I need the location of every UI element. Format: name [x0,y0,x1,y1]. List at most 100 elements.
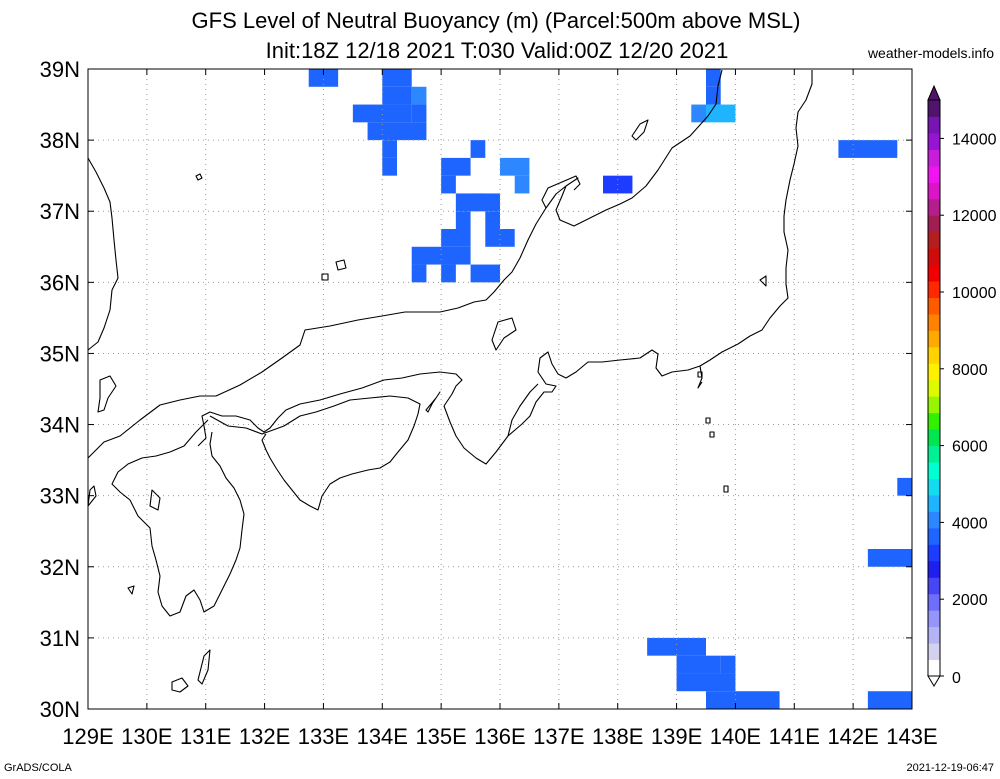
site-label: weather-models.info [867,45,994,61]
colorbar-label: 6000 [952,439,988,456]
lat-label: 39N [40,57,80,82]
oki-island-2 [321,273,329,281]
data-cell-11 [470,140,486,158]
colorbar-segment [928,198,940,216]
lon-label: 134E [357,724,408,749]
colorbar-segment [928,429,940,447]
data-cell-13 [514,175,530,194]
data-cell-12 [500,157,530,176]
chart-subtitle: Init:18Z 12/18 2021 T:030 Valid:00Z 12/2… [265,38,729,63]
amakusa-island [149,489,161,511]
data-cell-15 [470,193,500,212]
colorbar-label: 14000 [952,131,997,148]
colorbar-segment [928,346,940,364]
colorbar-segment [928,478,940,496]
colorbar-segment [928,231,940,249]
honshu-west-coast [87,69,723,459]
data-cell-8 [382,157,397,176]
colorbar-segment [928,462,940,480]
colorbar-segment [928,659,940,677]
colorbar-segment [928,330,940,348]
data-cell-31 [867,549,912,567]
colorbar-segment [928,264,940,282]
data-cell-32 [647,637,706,656]
colorbar-segment [928,643,940,661]
colorbar-segment [928,527,940,545]
boso-island [759,275,767,287]
honshu-east-coast [197,70,813,465]
colorbar-segment [928,165,940,183]
data-cell-27 [691,104,706,123]
data-cell-39 [867,691,912,709]
colorbar-label: 0 [952,670,961,687]
lon-label: 132E [239,724,290,749]
colorbar-segment [928,297,940,315]
data-cell-28 [706,104,736,123]
lon-label: 143E [886,724,937,749]
lat-label: 36N [40,270,80,295]
data-cell-5 [411,104,427,123]
colorbar-segment [928,313,940,331]
colorbar-labels: 14000 12000 10000 8000 6000 4000 2000 0 [940,131,997,687]
colorbar-segment [928,281,940,298]
sado-island [631,119,649,141]
colorbar-segment [928,593,940,611]
colorbar-segment [928,560,940,578]
colorbar-segment [928,215,940,233]
lat-label: 37N [40,199,80,224]
colorbar-segment [928,412,940,430]
colorbar-segment [928,116,940,134]
shikoku-coast [209,395,421,511]
data-cell-29 [838,140,898,158]
colorbar-segment [928,610,940,628]
data-cell-6 [367,122,427,141]
lon-label: 133E [298,724,349,749]
colorbar-segment [928,149,940,167]
lat-label: 30N [40,697,80,722]
data-cell-17 [485,211,500,229]
colorbar-label: 10000 [952,285,997,302]
data-cell-3 [411,86,427,105]
lon-label: 136E [474,724,525,749]
data-cell-26 [706,86,721,105]
yakushima-island [171,677,189,693]
data-cell-34 [720,655,736,674]
data-cell-1 [382,69,412,87]
data-cells [308,69,912,709]
data-cell-21 [411,264,427,283]
colorbar-segment [928,544,940,562]
colorbar-segment [928,100,940,117]
colorbar-segment [928,494,940,512]
axis-ticks [87,68,913,710]
data-cell-7 [382,140,397,158]
data-cell-20 [411,246,471,265]
data-cell-4 [352,104,412,123]
lon-label: 130E [121,724,172,749]
oki-island [335,259,347,271]
lat-label: 31N [40,626,80,651]
data-cell-25 [706,69,721,87]
lon-label: 137E [533,724,584,749]
hachijo-island [723,485,729,493]
coastlines [87,69,813,693]
data-cell-23 [470,264,500,283]
colorbar-segment [928,511,940,529]
colorbar-segment [928,626,940,644]
goto-island [87,485,97,507]
grid-lines [88,69,912,709]
noto-peninsula [541,175,581,209]
tsushima-island [97,375,117,413]
lon-label: 142E [827,724,878,749]
izu-island-1 [705,417,711,424]
data-cell-30 [897,477,912,496]
colorbar-segment [928,248,940,266]
data-cell-9 [441,157,471,176]
credit-label: GrADS/COLA [4,762,72,774]
timestamp-label: 2021-12-19-06:47 [906,762,994,774]
tanegashima-island [197,649,211,685]
lon-label: 138E [592,724,643,749]
data-cell-2 [382,86,412,105]
lat-label: 34N [40,413,80,438]
data-cell-22 [441,264,456,283]
colorbar [927,84,941,687]
